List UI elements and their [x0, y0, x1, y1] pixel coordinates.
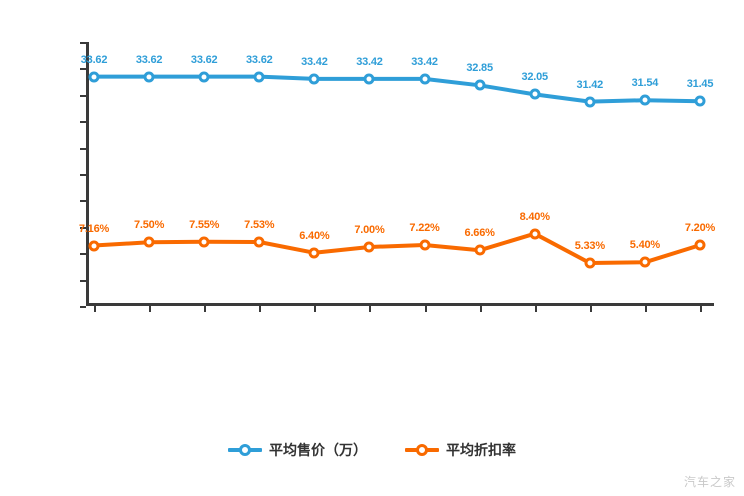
data-label-orange-6: 7.22% [409, 221, 440, 234]
x-axis-tick-6 [424, 306, 427, 312]
data-point-blue-1[interactable] [143, 71, 155, 83]
y-axis [86, 42, 89, 306]
y-axis-tick-9 [80, 279, 86, 282]
data-label-orange-3: 7.53% [244, 219, 275, 231]
data-label-orange-1: 7.50% [133, 219, 165, 232]
data-label-blue-7: 32.85 [466, 62, 493, 75]
x-axis-tick-5 [369, 306, 372, 312]
data-point-orange-0[interactable] [88, 240, 100, 252]
data-point-blue-5[interactable] [363, 73, 375, 85]
legend-item-0[interactable]: 平均售价（万） [228, 440, 367, 460]
data-point-blue-10[interactable] [639, 94, 651, 106]
legend-label-0: 平均售价（万） [269, 442, 367, 458]
y-axis-tick-3 [80, 121, 86, 124]
data-point-orange-10[interactable] [639, 256, 651, 268]
data-point-blue-4[interactable] [308, 73, 320, 85]
data-label-blue-6: 33.42 [411, 55, 438, 68]
x-axis [86, 303, 714, 306]
data-point-blue-0[interactable] [88, 71, 100, 83]
data-point-orange-11[interactable] [694, 239, 706, 251]
data-label-orange-11: 7.20% [684, 222, 716, 235]
data-point-orange-8[interactable] [529, 228, 541, 240]
series-line-orange [92, 231, 702, 265]
data-label-blue-9: 31.42 [576, 78, 604, 91]
data-label-orange-2: 7.55% [189, 218, 220, 231]
y-axis-tick-6 [80, 200, 86, 203]
data-label-orange-4: 6.40% [299, 229, 330, 242]
data-point-orange-2[interactable] [198, 236, 210, 248]
data-point-orange-1[interactable] [143, 236, 155, 248]
data-point-blue-9[interactable] [584, 96, 596, 108]
data-label-blue-0: 33.62 [80, 53, 108, 66]
y-axis-tick-4 [80, 147, 86, 150]
x-axis-tick-10 [644, 306, 647, 312]
x-axis-tick-7 [479, 306, 482, 312]
data-point-orange-5[interactable] [363, 241, 375, 253]
y-axis-tick-2 [80, 94, 86, 97]
data-label-blue-4: 33.42 [301, 55, 328, 68]
y-axis-tick-8 [80, 253, 86, 256]
data-label-blue-10: 31.54 [631, 77, 659, 90]
watermark: 汽车之家 [683, 475, 736, 489]
data-label-orange-8: 8.40% [519, 210, 550, 223]
data-label-blue-3: 33.62 [246, 53, 273, 66]
data-point-blue-7[interactable] [474, 79, 486, 91]
x-axis-tick-3 [259, 306, 262, 312]
y-axis-tick-10 [80, 306, 86, 308]
data-point-blue-11[interactable] [694, 95, 706, 107]
x-axis-tick-9 [589, 306, 592, 312]
x-axis-tick-2 [204, 306, 207, 312]
data-point-orange-9[interactable] [584, 257, 596, 269]
data-label-blue-8: 32.05 [521, 71, 548, 84]
data-label-orange-5: 7.00% [354, 224, 385, 237]
data-point-orange-6[interactable] [419, 239, 431, 251]
data-point-blue-2[interactable] [198, 71, 210, 83]
x-axis-tick-0 [94, 306, 96, 312]
data-label-orange-0: 7.16% [78, 222, 110, 235]
data-point-orange-4[interactable] [308, 247, 320, 259]
legend-label-1: 平均折扣率 [446, 442, 516, 458]
chart-legend: 平均售价（万） 平均折扣率 [0, 440, 744, 460]
y-axis-tick-0 [80, 42, 86, 44]
data-label-blue-1: 33.62 [135, 53, 163, 66]
line-marker-icon [228, 443, 262, 457]
x-axis-tick-11 [700, 306, 702, 312]
series-line-blue [92, 74, 702, 104]
y-axis-tick-1 [80, 68, 86, 71]
data-point-blue-6[interactable] [419, 73, 431, 85]
y-axis-tick-5 [80, 174, 86, 176]
data-point-orange-7[interactable] [474, 244, 486, 256]
data-label-orange-9: 5.33% [574, 239, 605, 252]
legend-item-1[interactable]: 平均折扣率 [405, 440, 516, 460]
data-point-blue-8[interactable] [529, 88, 541, 100]
data-point-orange-3[interactable] [253, 236, 265, 248]
data-label-blue-2: 33.62 [190, 53, 218, 66]
data-label-orange-10: 5.40% [629, 239, 661, 252]
line-marker-icon [405, 443, 439, 457]
x-axis-tick-4 [314, 306, 317, 312]
y-axis-tick-7 [80, 226, 86, 229]
x-axis-tick-8 [534, 306, 537, 312]
data-label-orange-7: 6.66% [464, 227, 495, 240]
data-label-blue-5: 33.42 [356, 55, 383, 68]
data-point-blue-3[interactable] [253, 71, 265, 83]
x-axis-tick-1 [149, 306, 152, 312]
data-label-blue-11: 31.45 [686, 78, 714, 91]
